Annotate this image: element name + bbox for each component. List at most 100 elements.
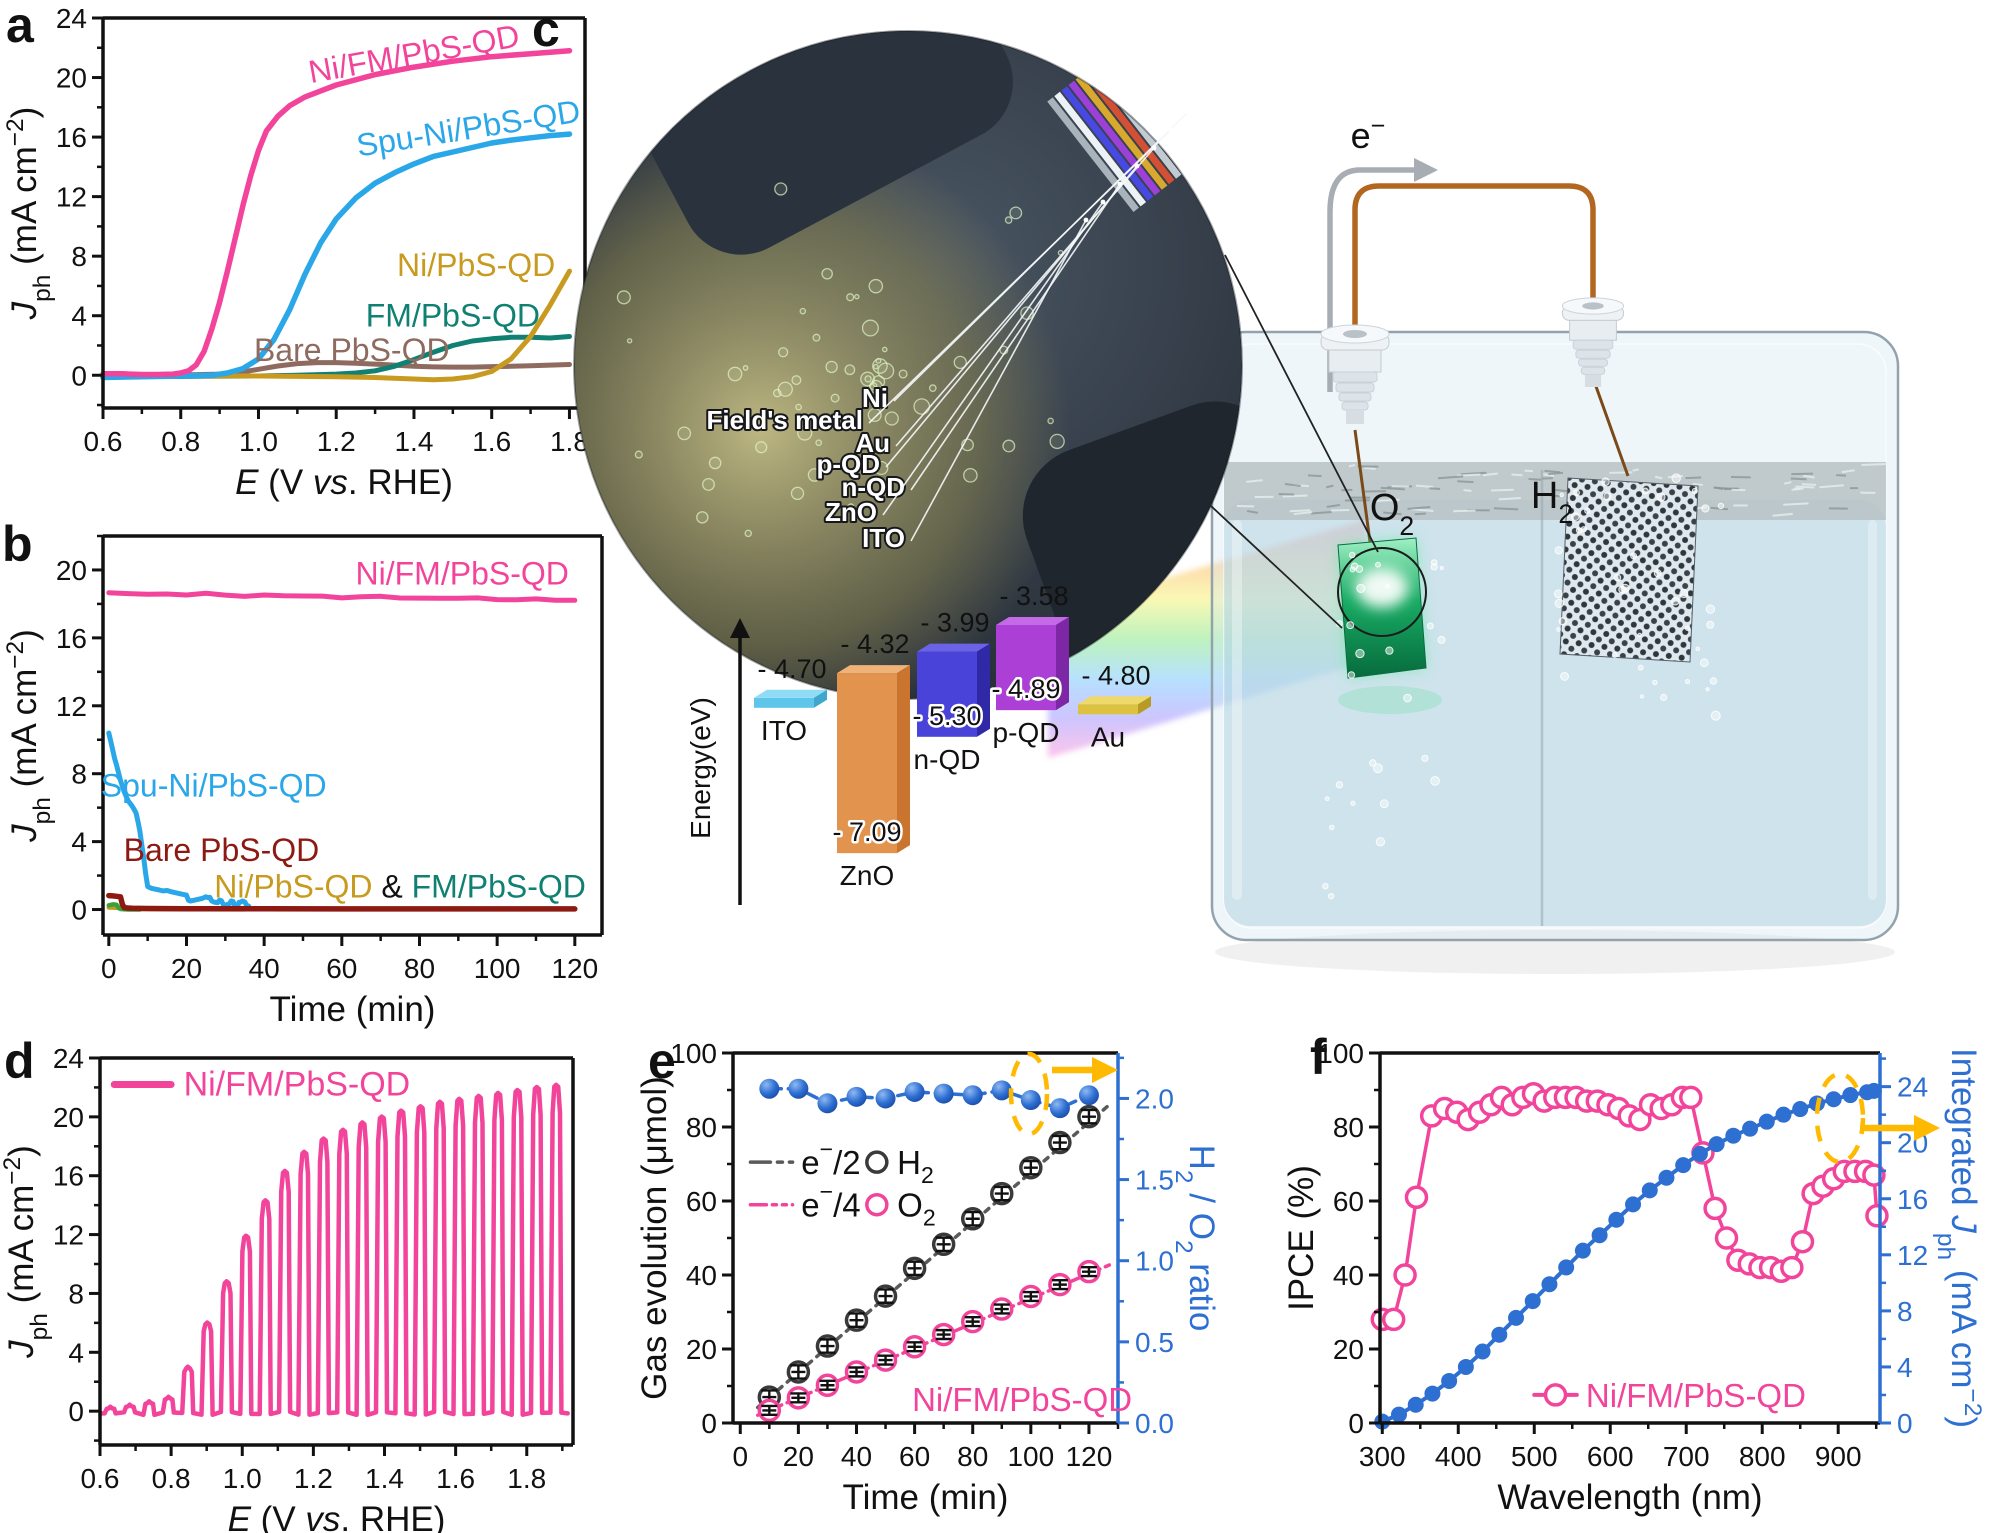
energy-level-zno: - 4.32 - 7.09 ZnO	[830, 629, 910, 891]
inset-label-n-qd: n-QD	[841, 472, 905, 502]
y-tick: 8	[68, 1278, 84, 1309]
inset-label-au: Au	[855, 428, 890, 458]
y-tick: 4	[71, 300, 87, 331]
y-tick: 40	[686, 1260, 717, 1291]
level-name: ITO	[761, 715, 807, 746]
y-tick: 0	[71, 360, 87, 391]
panel-b-label: b	[2, 516, 33, 572]
panel-c-label: c	[532, 1, 560, 57]
y2-tick: 4	[1897, 1351, 1913, 1382]
x-tick: 1.4	[365, 1463, 404, 1494]
x-tick: 1.0	[223, 1463, 262, 1494]
callout-line-top	[1224, 254, 1379, 553]
y-tick: 0	[1348, 1408, 1364, 1439]
y-axis-label: IPCE (%)	[1282, 1165, 1321, 1311]
x-tick: 1.2	[294, 1463, 333, 1494]
x-tick: 0.8	[161, 426, 200, 457]
annotation-bare-pbs-qd: Bare PbS-QD	[124, 832, 320, 868]
panel-a: a 0.6 0.8 1.0 1.2 1.4 1.6 1.8 0 4 8 12 16 20 24 E (V v…	[0, 0, 640, 515]
y-tick: 12	[56, 690, 87, 721]
y-tick: 16	[56, 122, 87, 153]
x-axis-label: E (V vs. RHE)	[235, 463, 453, 502]
y-tick: 60	[1333, 1186, 1364, 1217]
y-axis-label: Jph (mA cm−2)	[2, 107, 56, 321]
y2-axis-label: Integrated Jph (mA cm−2)	[1933, 1048, 1987, 1428]
annotations: e−/2 H2 e−/4 O2 Ni/FM/PbS-QD	[748, 1051, 1132, 1417]
x-tick: 700	[1663, 1441, 1710, 1472]
y-tick: 12	[53, 1219, 84, 1250]
level-bottom-value: - 7.09	[832, 817, 901, 847]
x-tick: 1.6	[472, 426, 511, 457]
series-layer	[100, 47, 573, 383]
callout-line-bottom	[1210, 505, 1343, 629]
level-bottom-value: - 4.89	[991, 674, 1060, 704]
pec-cell: e− O2 H2	[1210, 112, 1900, 974]
left-bung	[1320, 324, 1390, 424]
y-tick: 16	[56, 622, 87, 653]
series-e-2-guide	[755, 1103, 1112, 1410]
x-tick: 600	[1587, 1441, 1634, 1472]
legend-marker	[865, 1192, 889, 1217]
annotation-e-4: e−/4	[801, 1179, 860, 1224]
annotations: Ni/FM/PbS-QD Spu-Ni/PbS-QD Bare PbS-QDNi/P…	[101, 555, 586, 904]
energy-level-p-qd: - 3.58 - 4.89 p-QD	[989, 581, 1069, 748]
x-tick: 1.0	[239, 426, 278, 457]
y2-tick: 1.0	[1135, 1245, 1174, 1276]
inset-label-field-s-metal: Field's metal	[707, 405, 863, 435]
level-top-value: - 3.58	[999, 581, 1068, 611]
series-layer	[1370, 1081, 1889, 1430]
x-tick: 40	[841, 1441, 872, 1472]
series-layer	[106, 590, 578, 912]
y-tick: 8	[71, 758, 87, 789]
electron-label: e−	[1351, 112, 1386, 156]
series-ipce	[1370, 1081, 1889, 1332]
series-bare-pbs-qd	[106, 892, 578, 912]
series-o2	[757, 1259, 1101, 1423]
annotation-ni-fm-pbs-qd: Ni/FM/PbS-QD	[912, 1380, 1132, 1417]
y-tick: 24	[56, 3, 87, 34]
x-tick: 20	[783, 1441, 814, 1472]
level-bottom-value: - 5.30	[912, 701, 981, 731]
y-tick: 0	[68, 1396, 84, 1427]
panel-f: f 300 400 500 600 700 800 900 0 20 40 60 80 100 0 4 8 12…	[1282, 1029, 1989, 1533]
y2-axis-label: H2 / O2 ratio	[1171, 1145, 1222, 1332]
x-axis-label: E (V vs. RHE)	[228, 1500, 446, 1533]
annotation-spu-ni-pbs-qd: Spu-Ni/PbS-QD	[101, 768, 327, 804]
y-tick: 100	[1317, 1038, 1364, 1069]
y-tick: 4	[71, 826, 87, 857]
y-tick: 20	[56, 62, 87, 93]
y-axis-label: Gas evolution (μmol)	[635, 1076, 674, 1400]
y-tick: 16	[53, 1160, 84, 1191]
level-top-value: - 4.80	[1081, 660, 1150, 690]
inset-label-p-qd: p-QD	[816, 449, 880, 479]
series-ni-fm-pbs-qd	[100, 47, 573, 378]
x-tick: 0	[732, 1441, 748, 1472]
y-tick: 20	[53, 1101, 84, 1132]
y-axis-label: Jph (mA cm−2)	[2, 629, 56, 843]
y2-tick: 1.5	[1135, 1164, 1174, 1195]
level-name: ZnO	[840, 860, 894, 891]
series-layer	[755, 1078, 1112, 1423]
axes: 0.6 0.8 1.0 1.2 1.4 1.6 1.8 0 4 8 12 16 20 24 E (V vs.…	[0, 1043, 575, 1533]
panel-a-label: a	[6, 0, 34, 53]
y2-tick: 8	[1897, 1295, 1913, 1326]
x-tick: 1.6	[436, 1463, 475, 1494]
x-tick: 800	[1739, 1441, 1786, 1472]
y-tick: 4	[68, 1337, 84, 1368]
x-tick: 1.8	[507, 1463, 546, 1494]
y2-tick: 24	[1897, 1071, 1928, 1102]
panel-d-chart: 0.6 0.8 1.0 1.2 1.4 1.6 1.8 0 4 8 12 16 20 24 E (V vs.…	[0, 1043, 575, 1533]
panel-d-label: d	[4, 1033, 35, 1089]
x-tick: 80	[957, 1441, 988, 1472]
y2-tick: 0	[1897, 1408, 1913, 1439]
x-tick: 40	[249, 953, 280, 984]
y-tick: 100	[670, 1038, 717, 1069]
h2-label: H2	[1531, 475, 1573, 529]
y2-tick: 0.0	[1135, 1408, 1174, 1439]
axes: 0 20 40 60 80 100 120 0 4 8 12 16 20 Time (min) Jph (m…	[2, 534, 604, 1029]
y-tick: 20	[686, 1334, 717, 1365]
series-layer	[98, 1082, 570, 1418]
inset-label-zno: ZnO	[825, 497, 877, 527]
annotation-o-2: O2	[897, 1186, 936, 1231]
y-tick: 80	[1333, 1112, 1364, 1143]
